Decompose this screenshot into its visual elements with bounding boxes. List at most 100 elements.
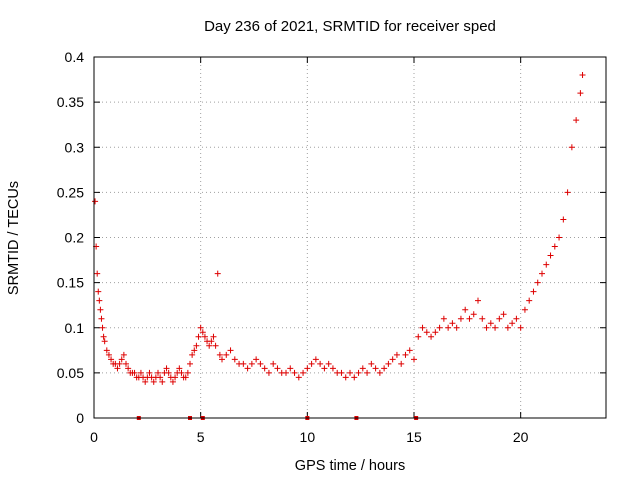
data-point xyxy=(270,360,277,367)
data-point xyxy=(517,324,524,331)
data-point xyxy=(573,117,580,124)
data-point xyxy=(184,369,191,376)
data-point xyxy=(492,324,499,331)
data-point xyxy=(142,378,149,385)
data-point xyxy=(283,369,289,376)
y-tick-label: 0.3 xyxy=(65,139,85,155)
data-point xyxy=(411,356,417,363)
data-point xyxy=(300,369,307,376)
data-point xyxy=(398,360,405,367)
x-tick-label: 20 xyxy=(513,429,529,445)
data-point xyxy=(97,306,104,313)
data-point xyxy=(92,198,99,205)
data-point xyxy=(257,360,264,367)
data-point xyxy=(223,351,230,358)
data-point xyxy=(120,351,127,358)
data-point xyxy=(351,374,358,381)
y-tick-label: 0.35 xyxy=(57,94,84,110)
data-point xyxy=(530,288,537,295)
data-point xyxy=(118,356,125,363)
data-point xyxy=(342,374,349,381)
data-point xyxy=(539,270,545,277)
data-point xyxy=(187,360,193,367)
data-point xyxy=(155,369,161,376)
data-point xyxy=(308,360,315,367)
data-point xyxy=(543,261,550,268)
y-tick-labels: 0 0.05 0.1 0.15 0.2 0.25 0.3 0.35 0.4 xyxy=(57,49,84,426)
chart-title: Day 236 of 2021, SRMTID for receiver spe… xyxy=(204,18,496,35)
data-point xyxy=(483,324,490,331)
data-point xyxy=(274,365,281,372)
data-point xyxy=(475,297,481,304)
data-point xyxy=(159,378,166,385)
data-point xyxy=(191,347,198,354)
data-point xyxy=(176,365,183,372)
y-tick-label: 0.15 xyxy=(57,275,84,291)
data-point xyxy=(163,365,170,372)
x-tick-label: 5 xyxy=(197,429,205,445)
data-point xyxy=(359,365,366,372)
data-point xyxy=(355,369,362,376)
x-tick-labels: 0 5 10 15 20 xyxy=(90,429,529,445)
data-point xyxy=(521,306,528,313)
data-point xyxy=(206,342,213,349)
grid-lines xyxy=(94,57,606,418)
data-point xyxy=(95,288,102,295)
data-point xyxy=(146,369,153,376)
data-point xyxy=(165,369,172,376)
data-point xyxy=(100,333,107,340)
data-point xyxy=(406,347,413,354)
data-point xyxy=(116,360,123,367)
data-point xyxy=(453,324,460,331)
data-point xyxy=(182,374,189,381)
data-point xyxy=(577,90,584,97)
data-point xyxy=(509,320,516,327)
x-tick-label: 15 xyxy=(406,429,422,445)
data-point xyxy=(393,351,400,358)
data-point xyxy=(101,338,108,345)
data-point xyxy=(214,270,221,277)
data-point xyxy=(240,360,247,367)
data-point xyxy=(287,365,294,372)
data-point xyxy=(445,324,452,331)
data-point xyxy=(193,342,200,349)
data-point xyxy=(402,351,409,358)
data-point xyxy=(248,360,255,367)
data-point xyxy=(560,216,567,223)
data-point xyxy=(99,324,106,331)
data-point xyxy=(189,351,196,358)
y-tick-label: 0.05 xyxy=(57,365,84,381)
data-point xyxy=(317,360,324,367)
data-point xyxy=(178,369,185,376)
data-point xyxy=(500,311,507,318)
data-point xyxy=(389,356,396,363)
data-point xyxy=(415,333,422,340)
data-point xyxy=(312,356,319,363)
y-tick-label: 0.2 xyxy=(65,230,85,246)
data-point xyxy=(295,374,302,381)
x-axis-title: GPS time / hours xyxy=(295,458,405,474)
data-point xyxy=(227,347,234,354)
data-point xyxy=(449,320,456,327)
data-point xyxy=(219,356,225,363)
data-point xyxy=(261,365,268,372)
data-point xyxy=(244,365,251,372)
data-point xyxy=(212,342,219,349)
data-point xyxy=(428,333,435,340)
data-point xyxy=(338,369,345,376)
data-point xyxy=(114,365,121,372)
data-point xyxy=(208,338,215,345)
data-point xyxy=(487,320,494,327)
data-point xyxy=(579,72,586,79)
data-point xyxy=(201,333,208,340)
y-tick-label: 0.4 xyxy=(65,49,85,65)
data-point xyxy=(321,365,328,372)
data-point xyxy=(381,365,388,372)
data-point xyxy=(364,369,371,376)
data-point xyxy=(372,365,379,372)
data-points xyxy=(92,72,586,385)
data-point xyxy=(199,329,206,336)
data-point xyxy=(169,378,176,385)
data-point xyxy=(440,315,447,322)
